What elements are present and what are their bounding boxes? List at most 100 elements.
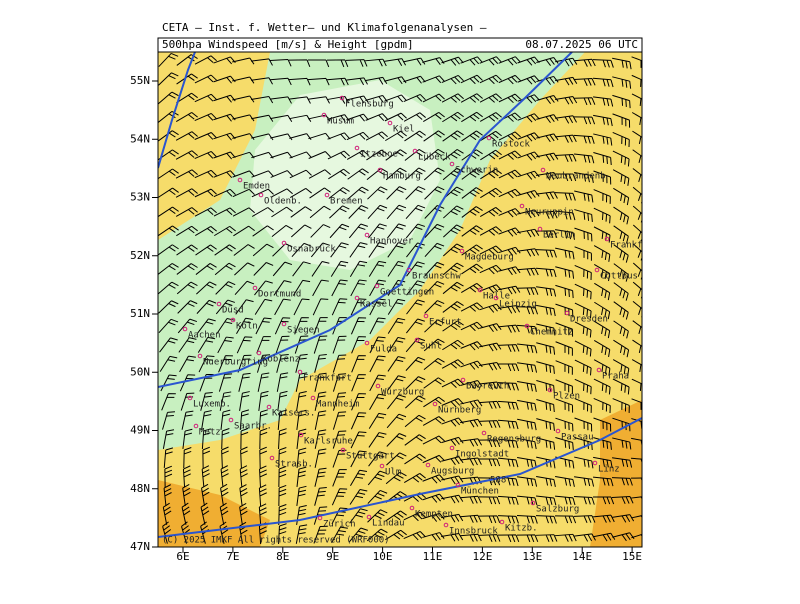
wind-barb xyxy=(221,428,230,450)
city-dot xyxy=(449,445,455,451)
wind-barb xyxy=(365,113,388,121)
wind-barb xyxy=(422,93,445,103)
wind-barb xyxy=(181,410,194,430)
wind-barb xyxy=(422,454,445,464)
wind-barb xyxy=(612,150,630,167)
wind-barb xyxy=(631,74,642,87)
wind-barb xyxy=(478,477,501,486)
wind-barb xyxy=(517,437,537,450)
wind-barb xyxy=(536,399,555,413)
lon-label: 7E xyxy=(226,550,239,563)
wind-barb xyxy=(574,209,593,222)
wind-barb xyxy=(365,76,388,85)
wind-barb xyxy=(632,300,642,318)
wind-barb xyxy=(384,76,407,85)
city-label: Kaisers. xyxy=(272,409,315,419)
wind-barb xyxy=(194,132,217,140)
wind-barb xyxy=(498,227,521,237)
wind-barb xyxy=(423,357,445,371)
wind-barb xyxy=(498,305,521,314)
wind-barb xyxy=(176,263,198,275)
wind-barb xyxy=(516,495,538,506)
wind-barb xyxy=(517,380,537,392)
city-dot xyxy=(387,120,393,126)
wind-barb xyxy=(574,417,593,432)
wind-barb xyxy=(593,226,611,243)
wind-barb xyxy=(218,355,233,373)
wind-barb xyxy=(612,457,633,468)
wind-barb xyxy=(387,298,406,315)
wind-barb xyxy=(331,526,348,544)
wind-barb xyxy=(632,149,642,166)
wind-barb xyxy=(555,76,578,86)
wind-barb xyxy=(219,521,229,544)
wind-barb xyxy=(613,339,630,358)
wind-barb xyxy=(162,429,175,449)
wind-barb xyxy=(406,280,425,296)
wind-barb xyxy=(387,261,406,277)
wind-barb xyxy=(480,149,502,161)
zone-green xyxy=(158,380,300,450)
wind-barb xyxy=(240,427,249,450)
wind-barb xyxy=(239,502,248,525)
city-dot xyxy=(375,383,381,389)
wind-barb xyxy=(270,96,292,104)
wind-barb xyxy=(498,56,521,66)
wind-barb xyxy=(221,446,229,469)
wind-barb xyxy=(479,245,502,255)
wind-barb xyxy=(441,513,464,523)
wind-barb xyxy=(351,355,366,373)
wind-barb xyxy=(214,244,236,256)
wind-barb xyxy=(460,360,483,370)
wind-barb xyxy=(288,59,311,67)
city-dot xyxy=(193,423,199,429)
wind-barb xyxy=(555,456,575,469)
wind-barb xyxy=(403,511,426,522)
wind-barb xyxy=(536,456,556,469)
wind-barb xyxy=(460,438,483,447)
wind-barb xyxy=(176,73,198,85)
wind-barb xyxy=(326,59,349,68)
wind-barb xyxy=(404,434,426,446)
wind-barb xyxy=(535,515,557,524)
wind-barb xyxy=(574,227,593,242)
lon-label: 14E xyxy=(572,550,592,563)
city-dot xyxy=(364,340,370,346)
wind-barb xyxy=(517,170,540,180)
wind-barb xyxy=(612,359,630,376)
wind-barb xyxy=(632,281,642,299)
wind-barb xyxy=(555,229,575,240)
wind-barb xyxy=(423,148,445,162)
city-label: Passau xyxy=(561,433,594,443)
wind-barb xyxy=(328,187,350,199)
wind-barb xyxy=(332,354,347,373)
wind-barb xyxy=(593,359,611,376)
wind-barb xyxy=(278,523,287,545)
wind-barb xyxy=(330,260,349,277)
wind-barb xyxy=(347,186,369,200)
wind-barb xyxy=(536,323,556,336)
wind-barb xyxy=(479,56,502,66)
wind-barb xyxy=(345,59,368,67)
wind-barb xyxy=(365,131,388,141)
wind-barb xyxy=(574,265,592,281)
wind-barb xyxy=(366,528,388,542)
city-label: Nuerburgring xyxy=(203,358,268,368)
wind-barb xyxy=(386,186,407,200)
wind-barb xyxy=(574,456,594,469)
wind-barb xyxy=(631,533,642,539)
wind-barb xyxy=(403,57,426,66)
wind-barb xyxy=(198,355,215,373)
wind-barb xyxy=(219,391,232,411)
wind-barb xyxy=(573,58,596,67)
city-label: Husum xyxy=(327,117,354,127)
wind-barb xyxy=(441,494,464,504)
wind-barb xyxy=(349,508,368,524)
wind-barb xyxy=(593,398,611,414)
wind-barb xyxy=(175,150,198,160)
lat-label: 54N xyxy=(130,132,150,145)
wind-barb xyxy=(385,130,407,142)
wind-barb xyxy=(460,56,483,66)
wind-barb xyxy=(535,534,558,543)
city-dot xyxy=(354,145,360,151)
